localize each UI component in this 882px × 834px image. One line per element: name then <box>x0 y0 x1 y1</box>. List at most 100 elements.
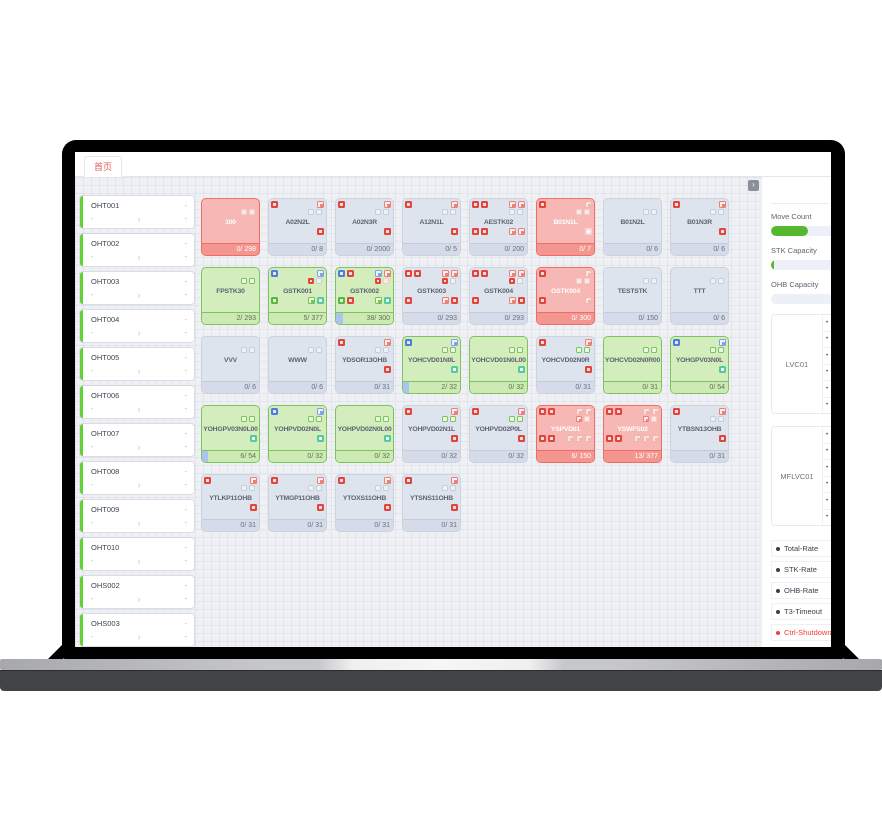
station-card-gstk904[interactable]: GSTK904 0/ 300 <box>536 267 595 325</box>
station-card-gstk004[interactable]: GSTK004 0/ 293 <box>469 267 528 325</box>
card-icon-row <box>336 199 393 209</box>
station-card-b01n3r[interactable]: B01N3R 0/ 6 <box>670 198 729 256</box>
station-card-yohpvd02n0l[interactable]: YOHPVD02N0L 0/ 32 <box>268 405 327 463</box>
card-icon-row <box>202 504 259 514</box>
slot-green-icon <box>643 347 649 353</box>
station-card-www[interactable]: WWW 0/ 6 <box>268 336 327 394</box>
chevron-right-icon[interactable]: › <box>137 631 141 642</box>
station-card-a02n2l[interactable]: A02N2L 0/ 8 <box>268 198 327 256</box>
station-card-b01n2l[interactable]: B01N2L 0/ 6 <box>603 198 662 256</box>
chevron-right-icon[interactable]: › <box>137 517 141 528</box>
station-card-yohpvd02n1l[interactable]: YOHPVD02N1L 0/ 32 <box>402 405 461 463</box>
chevron-right-icon[interactable]: › <box>137 213 141 224</box>
port-ok-icon <box>338 297 345 304</box>
card-slot-row <box>269 485 326 493</box>
card-slot-row <box>403 485 460 493</box>
sidebar-item-ohs003[interactable]: OHS003 - - › - <box>80 614 194 646</box>
panel-box-row: • <box>826 514 829 521</box>
sidebar-item-oht003[interactable]: OHT003 - - › - <box>80 272 194 304</box>
station-card-title: YOHPVD02N0L <box>274 426 321 433</box>
station-card-ttt[interactable]: TTT 0/ 6 <box>670 267 729 325</box>
station-card-title: YOHPVD02N1L <box>408 426 455 433</box>
station-card-b01n1l[interactable]: B01N1L 0/ 7 <box>536 198 595 256</box>
station-card-ytbsn13ohb[interactable]: YTBSN13OHB 0/ 31 <box>670 405 729 463</box>
chevron-right-icon[interactable]: › <box>137 593 141 604</box>
icon-group <box>338 297 354 307</box>
legend-item-total-rate: Total-Rate <box>771 540 831 557</box>
chevron-right-icon[interactable]: › <box>137 365 141 376</box>
sidebar-item-oht009[interactable]: OHT009 - - › - <box>80 500 194 532</box>
sidebar-item-oht010[interactable]: OHT010 - - › - <box>80 538 194 570</box>
station-count-bar: 6/ 54 <box>202 450 259 462</box>
tab-home[interactable]: 首页 <box>84 156 123 177</box>
port-light-outline-icon <box>585 435 592 442</box>
icon-group <box>606 435 622 445</box>
card-icon-row <box>537 406 594 416</box>
station-card-a12n1l[interactable]: A12N1L 0/ 5 <box>402 198 461 256</box>
port-alarm-icon <box>317 228 324 235</box>
station-card-300[interactable]: 300 0/ 298 <box>201 198 260 256</box>
port-load-icon <box>673 339 680 346</box>
sidebar-item-oht002[interactable]: OHT002 - - › - <box>80 234 194 266</box>
card-icon-row <box>202 268 259 278</box>
station-card-yohgpv03n0l00[interactable]: YOHGPV03N0L00 6/ 54 <box>201 405 260 463</box>
chevron-right-icon[interactable]: › <box>137 479 141 490</box>
station-card-ytoxs11ohb[interactable]: YTOXS11OHB 0/ 31 <box>335 474 394 532</box>
station-count: 0/ 54 <box>709 384 725 391</box>
sidebar-item-oht004[interactable]: OHT004 - - › - <box>80 310 194 342</box>
slot-icon <box>249 347 255 353</box>
sidebar-item-value: - <box>184 505 188 514</box>
legend-label: Total-Rate <box>784 544 819 553</box>
card-icon-row <box>403 435 460 445</box>
sidebar-item-value: - <box>184 632 188 641</box>
station-card-gstk002[interactable]: GSTK002 38/ 300 <box>335 267 394 325</box>
station-card-gstk003[interactable]: GSTK003 0/ 293 <box>402 267 461 325</box>
card-slot-row <box>202 416 259 424</box>
card-icon-row <box>537 435 594 445</box>
sidebar-item-value: - <box>184 543 188 552</box>
slot-icon <box>442 485 448 491</box>
chevron-right-icon[interactable]: › <box>137 441 141 452</box>
station-card-yswfs02[interactable]: YSWFS02 13/ 377 <box>603 405 662 463</box>
sidebar-item-value: - <box>91 480 94 489</box>
station-card-ydsor13ohb[interactable]: YDSOR13OHB 0/ 31 <box>335 336 394 394</box>
station-card-a02n3r[interactable]: A02N3R 0/ 2000 <box>335 198 394 256</box>
station-card-yohcvd02n0r[interactable]: YOHCVD02N0R 0/ 31 <box>536 336 595 394</box>
port-alarm-icon <box>518 435 525 442</box>
station-card-teststk[interactable]: TESTSTK 0/ 150 <box>603 267 662 325</box>
card-icon-row <box>470 297 527 307</box>
legend-item-stk-rate: STK-Rate <box>771 561 831 578</box>
station-card-ytsns11ohb[interactable]: YTSNS11OHB 0/ 31 <box>402 474 461 532</box>
station-card-ytlkp11ohb[interactable]: YTLKP11OHB 0/ 31 <box>201 474 260 532</box>
chevron-right-icon[interactable]: › <box>137 289 141 300</box>
station-card-yohcvd01n0l00[interactable]: YOHCVD01N0L00 0/ 32 <box>469 336 528 394</box>
station-card-yspvd01[interactable]: YSPVD01 6/ 150 <box>536 405 595 463</box>
station-card-ytmgp11ohb[interactable]: YTMGP11OHB 0/ 31 <box>268 474 327 532</box>
sidebar-item-oht001[interactable]: OHT001 - - › - <box>80 196 194 228</box>
chevron-right-icon[interactable]: › <box>137 403 141 414</box>
sidebar-item-oht006[interactable]: OHT006 - - › - <box>80 386 194 418</box>
station-card-vvv[interactable]: VVV 0/ 6 <box>201 336 260 394</box>
sidebar-item-row: OHT005 - <box>91 351 187 364</box>
chevron-right-icon[interactable]: › <box>137 327 141 338</box>
sidebar-item-oht005[interactable]: OHT005 - - › - <box>80 348 194 380</box>
station-count-bar: 0/ 31 <box>403 519 460 531</box>
station-card-fpstk30[interactable]: FPSTK30 2/ 293 <box>201 267 260 325</box>
station-card-yohgpv03n0l[interactable]: YOHGPV03N0L 0/ 54 <box>670 336 729 394</box>
slot-icon <box>450 278 456 284</box>
panel-box-row: • <box>823 427 831 444</box>
sidebar-item-ohs002[interactable]: OHS002 - - › - <box>80 576 194 608</box>
station-card-yohcvd01n0l[interactable]: YOHCVD01N0L 2/ 32 <box>402 336 461 394</box>
station-card-yohpvd02n0l00[interactable]: YOHPVD02N0L00 0/ 32 <box>335 405 394 463</box>
sidebar-item-oht007[interactable]: OHT007 - - › - <box>80 424 194 456</box>
chevron-right-icon[interactable]: › <box>137 251 141 262</box>
port-alarm-icon <box>673 201 680 208</box>
station-card-aestk02[interactable]: AESTK02 0/ 200 <box>469 198 528 256</box>
station-card-yohpvd02p0l[interactable]: YOHPVD02P0L 0/ 32 <box>469 405 528 463</box>
panel-collapse-button[interactable]: › <box>748 180 759 191</box>
icon-group <box>317 408 324 416</box>
sidebar-item-oht008[interactable]: OHT008 - - › - <box>80 462 194 494</box>
station-card-gstk001[interactable]: GSTK001 5/ 377 <box>268 267 327 325</box>
chevron-right-icon[interactable]: › <box>137 555 141 566</box>
station-card-yohcvd02n0r00[interactable]: YOHCVD02N0R00 0/ 31 <box>603 336 662 394</box>
